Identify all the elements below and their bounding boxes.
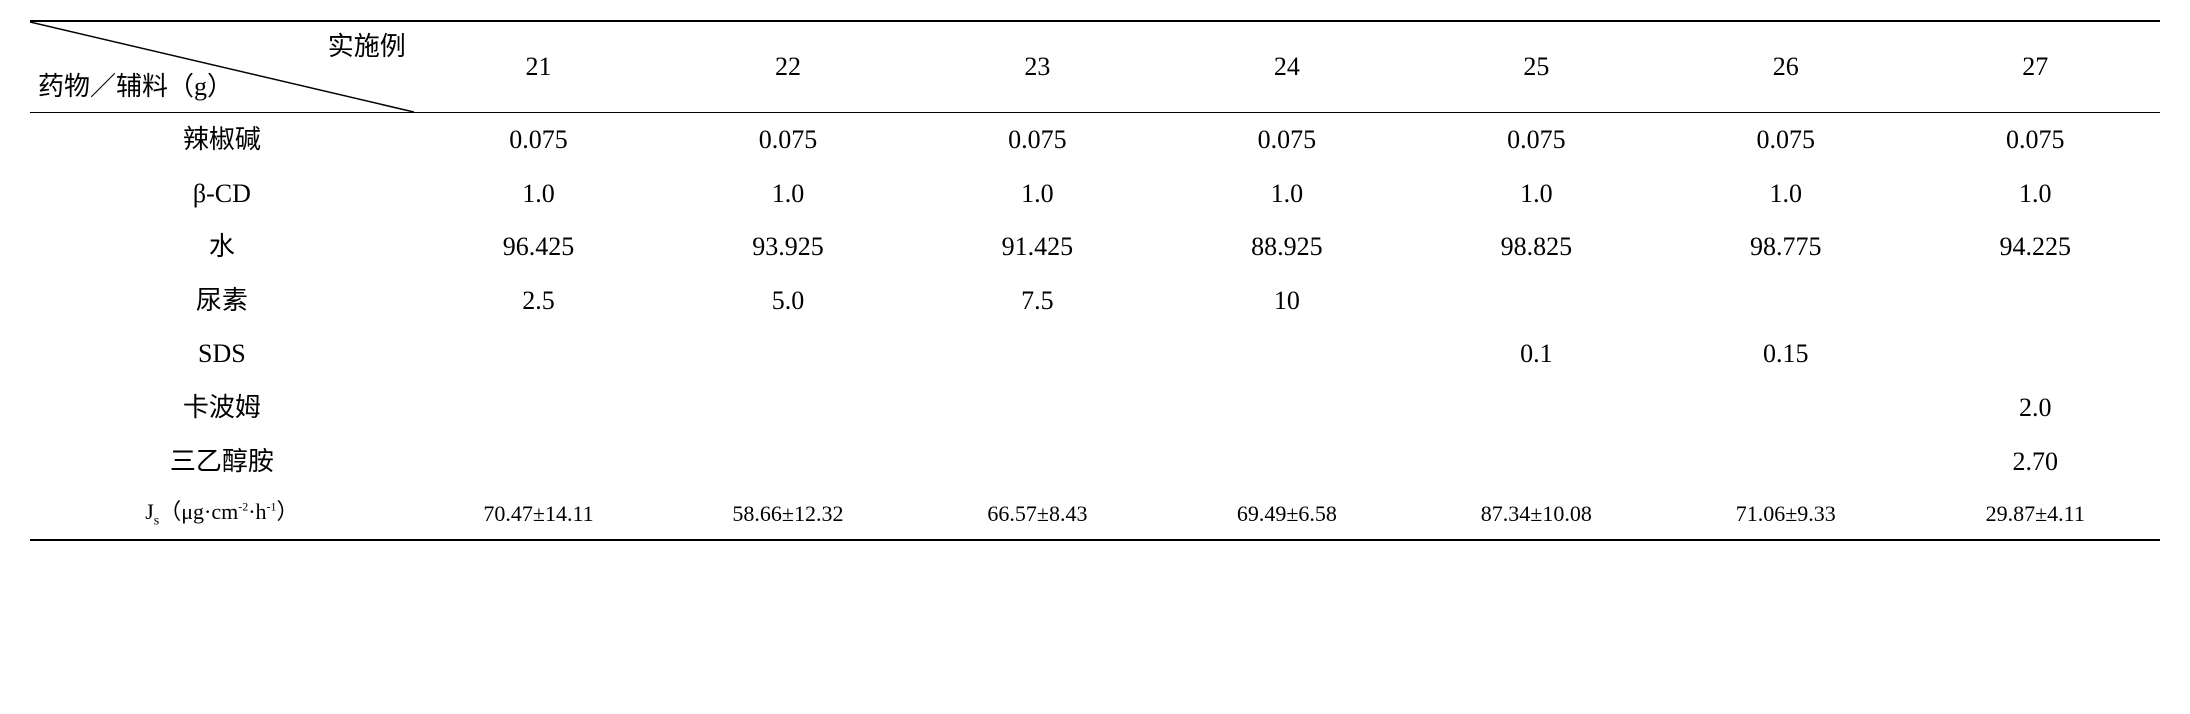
col-header: 25 <box>1412 21 1661 113</box>
table-cell: 98.825 <box>1412 220 1661 274</box>
table-cell: 71.06±9.33 <box>1661 488 1910 540</box>
table-cell: 91.425 <box>913 220 1162 274</box>
row-label: β-CD <box>30 167 414 221</box>
table-cell <box>1162 435 1411 489</box>
col-header: 21 <box>414 21 663 113</box>
table-row: SDS 0.10.15 <box>30 327 2160 381</box>
table-cell: 29.87±4.11 <box>1911 488 2161 540</box>
table-row-js: Js（μg·cm-2·h-1）70.47±14.1158.66±12.3266.… <box>30 488 2160 540</box>
table-cell <box>663 435 912 489</box>
table-cell: 69.49±6.58 <box>1162 488 1411 540</box>
col-header: 24 <box>1162 21 1411 113</box>
row-label: 辣椒碱 <box>30 113 414 167</box>
table-cell <box>414 435 663 489</box>
table-cell: 1.0 <box>414 167 663 221</box>
data-table: 实施例 药物／辅料（g） 21 22 23 24 25 26 27 辣椒碱0.0… <box>30 20 2160 541</box>
table-cell <box>1911 274 2161 328</box>
row-label: 水 <box>30 220 414 274</box>
col-header: 26 <box>1661 21 1910 113</box>
table-cell <box>1162 381 1411 435</box>
table-cell <box>414 381 663 435</box>
col-header: 22 <box>663 21 912 113</box>
table-cell <box>913 381 1162 435</box>
table-cell <box>1412 381 1661 435</box>
table-cell <box>1162 327 1411 381</box>
table-row: β-CD1.01.01.01.01.01.01.0 <box>30 167 2160 221</box>
table-cell <box>663 381 912 435</box>
table-cell: 0.1 <box>1412 327 1661 381</box>
table-cell: 5.0 <box>663 274 912 328</box>
col-header: 27 <box>1911 21 2161 113</box>
table-cell: 0.075 <box>1661 113 1910 167</box>
table-cell <box>1911 327 2161 381</box>
header-col-title: 实施例 <box>328 26 406 68</box>
row-label: SDS <box>30 327 414 381</box>
row-label: 尿素 <box>30 274 414 328</box>
table-cell: 1.0 <box>1412 167 1661 221</box>
table-cell: 70.47±14.11 <box>414 488 663 540</box>
table-cell: 58.66±12.32 <box>663 488 912 540</box>
table-cell <box>663 327 912 381</box>
table-row: 卡波姆 2.0 <box>30 381 2160 435</box>
header-row-title: 药物／辅料（g） <box>38 66 233 108</box>
table-cell <box>913 435 1162 489</box>
table-cell: 1.0 <box>1162 167 1411 221</box>
table-row: 尿素2.55.07.510 <box>30 274 2160 328</box>
table-cell: 2.0 <box>1911 381 2161 435</box>
table-cell: 0.075 <box>1412 113 1661 167</box>
row-label: 三乙醇胺 <box>30 435 414 489</box>
table-cell: 1.0 <box>1661 167 1910 221</box>
row-label: 卡波姆 <box>30 381 414 435</box>
table-cell: 1.0 <box>1911 167 2161 221</box>
table-cell: 94.225 <box>1911 220 2161 274</box>
table-cell: 0.075 <box>414 113 663 167</box>
table-cell: 0.075 <box>1911 113 2161 167</box>
table-body: 辣椒碱0.0750.0750.0750.0750.0750.0750.075β-… <box>30 113 2160 540</box>
row-label-js: Js（μg·cm-2·h-1） <box>30 488 414 540</box>
table-cell: 0.075 <box>913 113 1162 167</box>
table-cell: 87.34±10.08 <box>1412 488 1661 540</box>
table-row: 辣椒碱0.0750.0750.0750.0750.0750.0750.075 <box>30 113 2160 167</box>
table-cell: 1.0 <box>663 167 912 221</box>
col-header: 23 <box>913 21 1162 113</box>
table-cell: 10 <box>1162 274 1411 328</box>
table-cell: 66.57±8.43 <box>913 488 1162 540</box>
table-cell: 0.15 <box>1661 327 1910 381</box>
header-diagonal-cell: 实施例 药物／辅料（g） <box>30 21 414 113</box>
table-cell <box>1412 435 1661 489</box>
table-row: 三乙醇胺 2.70 <box>30 435 2160 489</box>
table-cell: 93.925 <box>663 220 912 274</box>
table-cell <box>913 327 1162 381</box>
table-cell: 1.0 <box>913 167 1162 221</box>
table-cell <box>414 327 663 381</box>
table-cell: 96.425 <box>414 220 663 274</box>
table-cell: 98.775 <box>1661 220 1910 274</box>
table-cell <box>1412 274 1661 328</box>
table-cell: 0.075 <box>1162 113 1411 167</box>
table-cell: 88.925 <box>1162 220 1411 274</box>
table-cell <box>1661 435 1910 489</box>
table-cell: 7.5 <box>913 274 1162 328</box>
table-cell <box>1661 274 1910 328</box>
table-cell: 2.70 <box>1911 435 2161 489</box>
table-cell: 0.075 <box>663 113 912 167</box>
data-table-container: 实施例 药物／辅料（g） 21 22 23 24 25 26 27 辣椒碱0.0… <box>30 20 2160 541</box>
table-cell <box>1661 381 1910 435</box>
table-cell: 2.5 <box>414 274 663 328</box>
table-row: 水96.42593.92591.42588.92598.82598.77594.… <box>30 220 2160 274</box>
